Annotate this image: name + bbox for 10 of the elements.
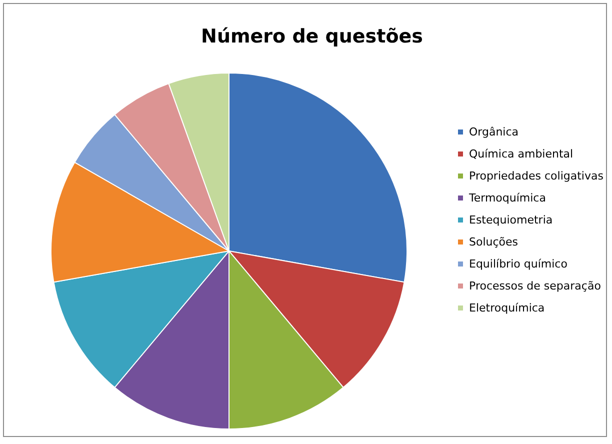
legend-label: Equilíbrio químico xyxy=(469,258,568,270)
legend-label: Processos de separação xyxy=(469,280,602,292)
chart-title: Número de questões xyxy=(201,26,423,48)
legend-label: Química ambiental xyxy=(469,148,574,160)
legend-label: Orgânica xyxy=(469,126,519,138)
legend-label: Termoquímica xyxy=(468,192,546,204)
legend-label: Propriedades coligativas xyxy=(469,170,604,182)
legend-label: Eletroquímica xyxy=(469,302,545,314)
legend-label: Soluções xyxy=(469,236,518,248)
legend-label: Estequiometria xyxy=(469,214,553,226)
